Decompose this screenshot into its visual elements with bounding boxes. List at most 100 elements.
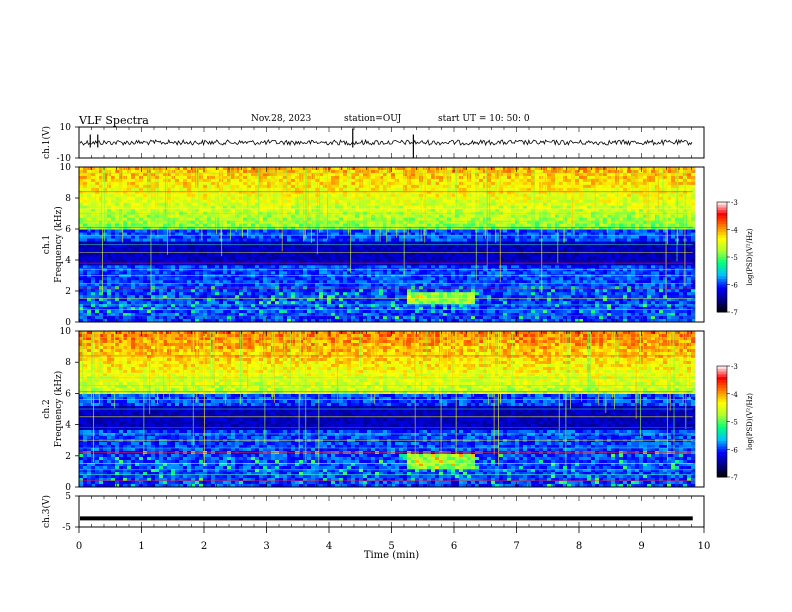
spectrogram-cell: [335, 202, 340, 207]
spectrogram-cell: [131, 295, 136, 299]
spectrogram-cell: [427, 301, 432, 305]
spectrogram-cell: [411, 187, 416, 192]
spectrogram-cell: [347, 229, 352, 233]
spectrogram-cell: [251, 217, 256, 221]
spectrogram-cell: [319, 181, 324, 186]
spectrogram-cell: [367, 310, 372, 314]
spectrogram-cell: [331, 178, 336, 183]
spectrogram-cell: [415, 232, 420, 236]
spectrogram-cell: [251, 229, 256, 233]
spectrogram-cell: [407, 205, 412, 210]
spectrogram-cell: [335, 247, 340, 251]
spectrogram-cell: [191, 253, 196, 257]
spectrogram-cell: [335, 175, 340, 180]
spectrogram-cell: [191, 265, 196, 269]
spectrogram-cell: [415, 295, 420, 299]
spectrogram-cell: [411, 181, 416, 186]
spectrogram-cell: [179, 283, 184, 287]
spectrogram-cell: [431, 301, 436, 305]
spectrogram-cell: [279, 265, 284, 269]
spectrogram-cell: [363, 304, 368, 308]
spectrogram-cell: [427, 229, 432, 233]
spectrogram-cell: [327, 190, 332, 195]
spectrogram-cell: [115, 301, 120, 305]
spectrogram-cell: [159, 172, 164, 177]
spectrogram-cell: [263, 259, 268, 263]
spectrogram-cell: [411, 241, 416, 245]
spectrogram-cell: [379, 283, 384, 287]
spectrogram-cell: [207, 262, 212, 266]
spectrogram-cell: [351, 184, 356, 189]
spectrogram-cell: [199, 193, 204, 198]
spectrogram-cell: [295, 169, 300, 174]
spectrogram-cell: [83, 187, 88, 192]
spectrogram-cell: [239, 295, 244, 299]
spectrogram-cell: [399, 289, 404, 293]
spectrogram-cell: [323, 283, 328, 287]
spectrogram-cell: [395, 280, 400, 284]
spectrogram-cell: [431, 208, 436, 213]
spectrogram-cell: [395, 265, 400, 269]
spectrogram-cell: [111, 178, 116, 183]
spectrogram-cell: [331, 304, 336, 308]
spectrogram-cell: [327, 199, 332, 204]
spectrogram-cell: [271, 262, 276, 266]
spectrogram-cell: [251, 280, 256, 284]
spectrogram-cell: [103, 283, 108, 287]
spectrogram-cell: [235, 277, 240, 281]
spectrogram-cell: [267, 295, 272, 299]
spectrogram-cell: [327, 292, 332, 296]
spectrogram-cell: [335, 226, 340, 230]
spectrogram-cell: [215, 289, 220, 293]
spectrogram-cell: [319, 265, 324, 269]
spectrogram-cell: [207, 253, 212, 257]
spectrogram-cell: [275, 217, 280, 221]
spectrogram-cell: [395, 301, 400, 305]
spectrogram-cell: [207, 271, 212, 275]
spectrogram-cell: [127, 214, 132, 218]
spectrogram-cell: [331, 298, 336, 302]
spectrogram-cell: [387, 283, 392, 287]
spectrogram-cell: [131, 238, 136, 242]
spectrogram-cell: [331, 238, 336, 242]
spectrogram-cell: [187, 259, 192, 263]
spectrogram-cell: [107, 244, 112, 248]
spectrogram-cell: [415, 190, 420, 195]
spectrogram-cell: [287, 220, 292, 224]
spectrogram-cell: [367, 217, 372, 221]
spectrogram-cell: [355, 313, 360, 317]
spectrogram-cell: [243, 307, 248, 311]
spectrogram-cell: [295, 283, 300, 287]
spectrogram-cell: [99, 289, 104, 293]
spectrogram-cell: [227, 292, 232, 296]
spectrogram-cell: [347, 196, 352, 201]
spectrogram-cell: [303, 280, 308, 284]
spectrogram-cell: [387, 307, 392, 311]
spectrogram-cell: [303, 259, 308, 263]
spectrogram-cell: [319, 217, 324, 221]
spectrogram-cell: [323, 313, 328, 317]
spectrogram-cell: [371, 208, 376, 213]
spectrogram-cell: [335, 196, 340, 201]
spectrogram-cell: [135, 274, 140, 278]
spectrogram-cell: [259, 274, 264, 278]
spectrogram-cell: [255, 304, 260, 308]
spectrogram-cell: [311, 265, 316, 269]
spectrogram-cell: [247, 220, 252, 224]
spectrogram-cell: [227, 193, 232, 198]
spectrogram-cell: [151, 253, 156, 257]
spectrogram-cell: [323, 220, 328, 224]
spectrogram-cell: [327, 256, 332, 260]
spectrogram-cell: [143, 313, 148, 317]
spectrogram-cell: [435, 280, 440, 284]
spectrogram-cell: [151, 271, 156, 275]
spectrogram-cell: [251, 244, 256, 248]
spectrogram-cell: [223, 295, 228, 299]
spectrogram-cell: [143, 316, 148, 320]
spectrogram-cell: [403, 304, 408, 308]
spectrogram-cell: [219, 295, 224, 299]
spectrogram-cell: [239, 223, 244, 227]
spectrogram-cell: [247, 259, 252, 263]
spectrogram-cell: [411, 223, 416, 227]
spectrogram-cell: [431, 283, 436, 287]
